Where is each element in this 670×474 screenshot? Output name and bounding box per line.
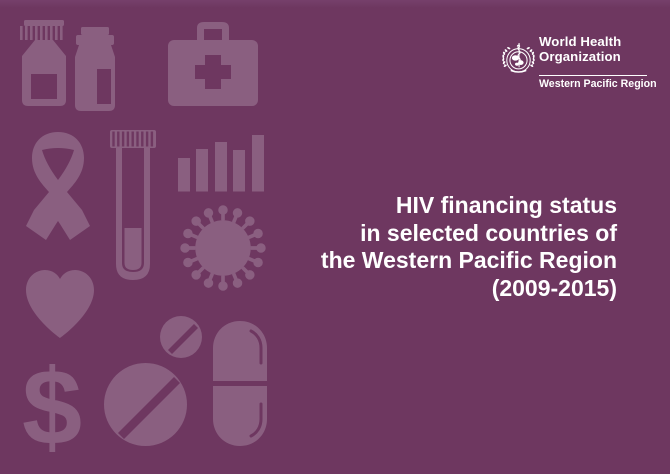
svg-text:$: $ (22, 346, 82, 467)
